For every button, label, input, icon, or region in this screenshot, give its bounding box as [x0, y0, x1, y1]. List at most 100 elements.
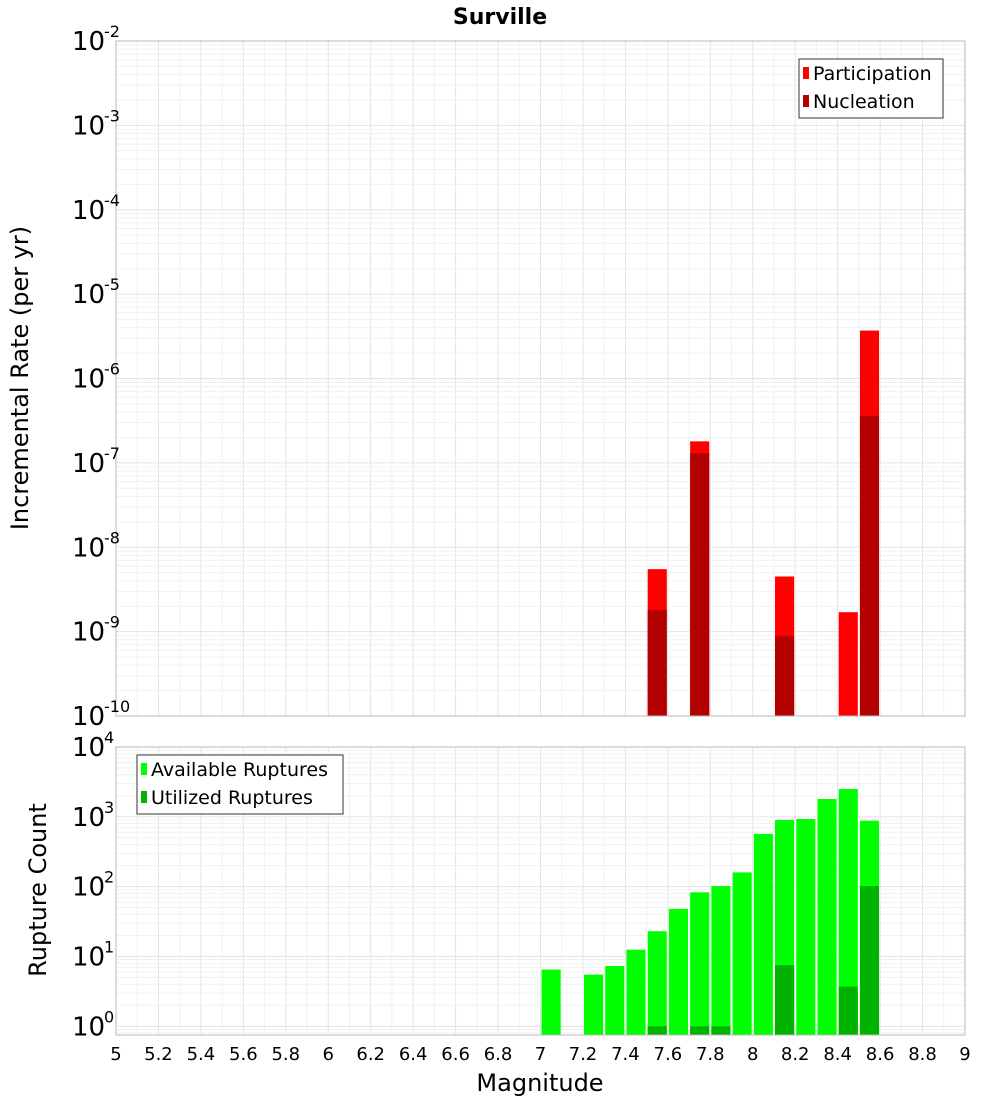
rate-y-tick-exponent: -4: [104, 191, 120, 210]
x-tick-label: 5.2: [144, 1044, 173, 1065]
rate-y-tick-exponent: -8: [104, 528, 120, 547]
available-ruptures-bar: [668, 908, 689, 1035]
x-tick-label: 6.8: [484, 1044, 513, 1065]
available-ruptures-bar: [796, 819, 816, 1035]
x-tick-label: 7.6: [654, 1044, 683, 1065]
rate-y-tick-label: 10: [72, 533, 105, 563]
count-y-tick-exponent: 4: [104, 728, 114, 747]
available-ruptures-bar: [541, 969, 561, 1035]
rate-y-tick-exponent: -2: [104, 22, 120, 41]
nucleation-bar: [647, 610, 667, 716]
count-y-tick-label: 10: [72, 873, 105, 903]
legend-swatch: [141, 791, 147, 803]
available-ruptures-bar: [838, 789, 858, 1035]
rate-y-tick-label: 10: [72, 618, 105, 648]
utilized-ruptures-bar: [775, 965, 795, 1035]
rate-y-tick-label: 10: [72, 27, 105, 57]
available-ruptures-bar: [626, 949, 646, 1035]
participation-bar: [838, 612, 858, 716]
count-y-tick-exponent: 1: [104, 937, 114, 956]
rate-legend-box: [798, 58, 944, 119]
count-plot-frame: [115, 746, 966, 1036]
rate-plot-frame: [115, 40, 966, 717]
available-ruptures-bar: [690, 892, 710, 1035]
x-tick-label: 5.6: [229, 1044, 258, 1065]
count-legend-box: [136, 754, 344, 815]
top-panel: 10-1010-910-810-710-610-510-410-310-2Par…: [72, 22, 966, 732]
x-tick-label: 9: [959, 1044, 970, 1065]
utilized-ruptures-bar: [647, 1026, 667, 1035]
x-tick-label: 8.6: [866, 1044, 895, 1065]
count-y-tick-label: 10: [72, 803, 105, 833]
legend-swatch: [803, 95, 809, 107]
rate-y-tick-exponent: -5: [104, 275, 120, 294]
utilized-ruptures-bar: [838, 986, 858, 1035]
rate-y-tick-label: 10: [72, 280, 105, 310]
rate-y-tick-exponent: -9: [104, 613, 120, 632]
count-legend: Available Ruptures Utilized Ruptures: [136, 754, 344, 815]
rate-bars: [647, 330, 880, 716]
x-tick-label: 7: [535, 1044, 546, 1065]
legend-label: Available Ruptures: [151, 759, 328, 781]
count-y-tick-label: 10: [72, 1012, 105, 1042]
rate-y-tick-label: 10: [72, 196, 105, 226]
rate-legend: Participation Nucleation: [798, 58, 944, 119]
legend-label: Nucleation: [813, 91, 915, 113]
legend-swatch: [141, 763, 147, 775]
count-y-tick-exponent: 3: [104, 798, 114, 817]
legend-swatch: [803, 67, 809, 79]
count-y-tick-exponent: 2: [104, 868, 114, 887]
x-tick-label: 6.4: [399, 1044, 428, 1065]
x-tick-label: 6.2: [356, 1044, 385, 1065]
rate-grid: [115, 41, 966, 717]
rate-y-tick-label: 10: [72, 702, 105, 732]
top-y-axis-label: Incremental Rate (per yr): [6, 226, 34, 530]
rate-y-tick-exponent: -7: [104, 444, 120, 463]
x-tick-label: 8.8: [908, 1044, 937, 1065]
utilized-ruptures-bar: [859, 886, 880, 1035]
x-tick-label: 7.2: [569, 1044, 598, 1065]
x-tick-label: 6: [323, 1044, 334, 1065]
x-axis-label: Magnitude: [476, 1069, 603, 1097]
bottom-y-axis-label: Rupture Count: [24, 803, 52, 977]
rate-y-tick-exponent: -3: [104, 106, 120, 125]
nucleation-bar: [859, 415, 880, 716]
available-ruptures-bar: [584, 974, 604, 1035]
rate-y-tick-exponent: -10: [104, 697, 130, 716]
x-tick-label: 7.4: [611, 1044, 640, 1065]
rate-y-tick-label: 10: [72, 111, 105, 141]
x-tick-label: 5: [110, 1044, 121, 1065]
chart-title: Surville: [453, 5, 547, 30]
x-tick-label: 8.2: [781, 1044, 810, 1065]
x-tick-label: 5.8: [271, 1044, 300, 1065]
nucleation-bar: [690, 453, 710, 716]
available-ruptures-bar: [817, 798, 837, 1035]
utilized-ruptures-bar: [711, 1026, 731, 1035]
x-tick-label: 8.4: [823, 1044, 852, 1065]
rate-y-tick-exponent: -6: [104, 360, 120, 379]
available-ruptures-bar: [605, 966, 625, 1035]
nucleation-bar: [775, 636, 795, 716]
x-tick-label: 8: [747, 1044, 758, 1065]
legend-label: Participation: [813, 63, 932, 85]
count-bars: [541, 789, 880, 1035]
count-y-tick-label: 10: [72, 942, 105, 972]
available-ruptures-bar: [732, 872, 752, 1035]
count-y-tick-label: 10: [72, 733, 105, 763]
rate-y-tick-label: 10: [72, 449, 105, 479]
x-tick-label: 7.8: [696, 1044, 725, 1065]
x-tick-label: 6.6: [441, 1044, 470, 1065]
available-ruptures-bar: [711, 886, 731, 1035]
x-tick-label: 5.4: [187, 1044, 216, 1065]
utilized-ruptures-bar: [690, 1026, 710, 1035]
rate-y-tick-label: 10: [72, 365, 105, 395]
count-x-ticks: 5 5.2 5.4 5.6 5.8 6 6.2 6.4 6.6 6.8 7 7.2 7.4 7.6 7.8 8…: [110, 1044, 970, 1065]
legend-label: Utilized Ruptures: [151, 787, 313, 809]
count-y-tick-exponent: 0: [104, 1007, 114, 1026]
available-ruptures-bar: [647, 931, 667, 1035]
